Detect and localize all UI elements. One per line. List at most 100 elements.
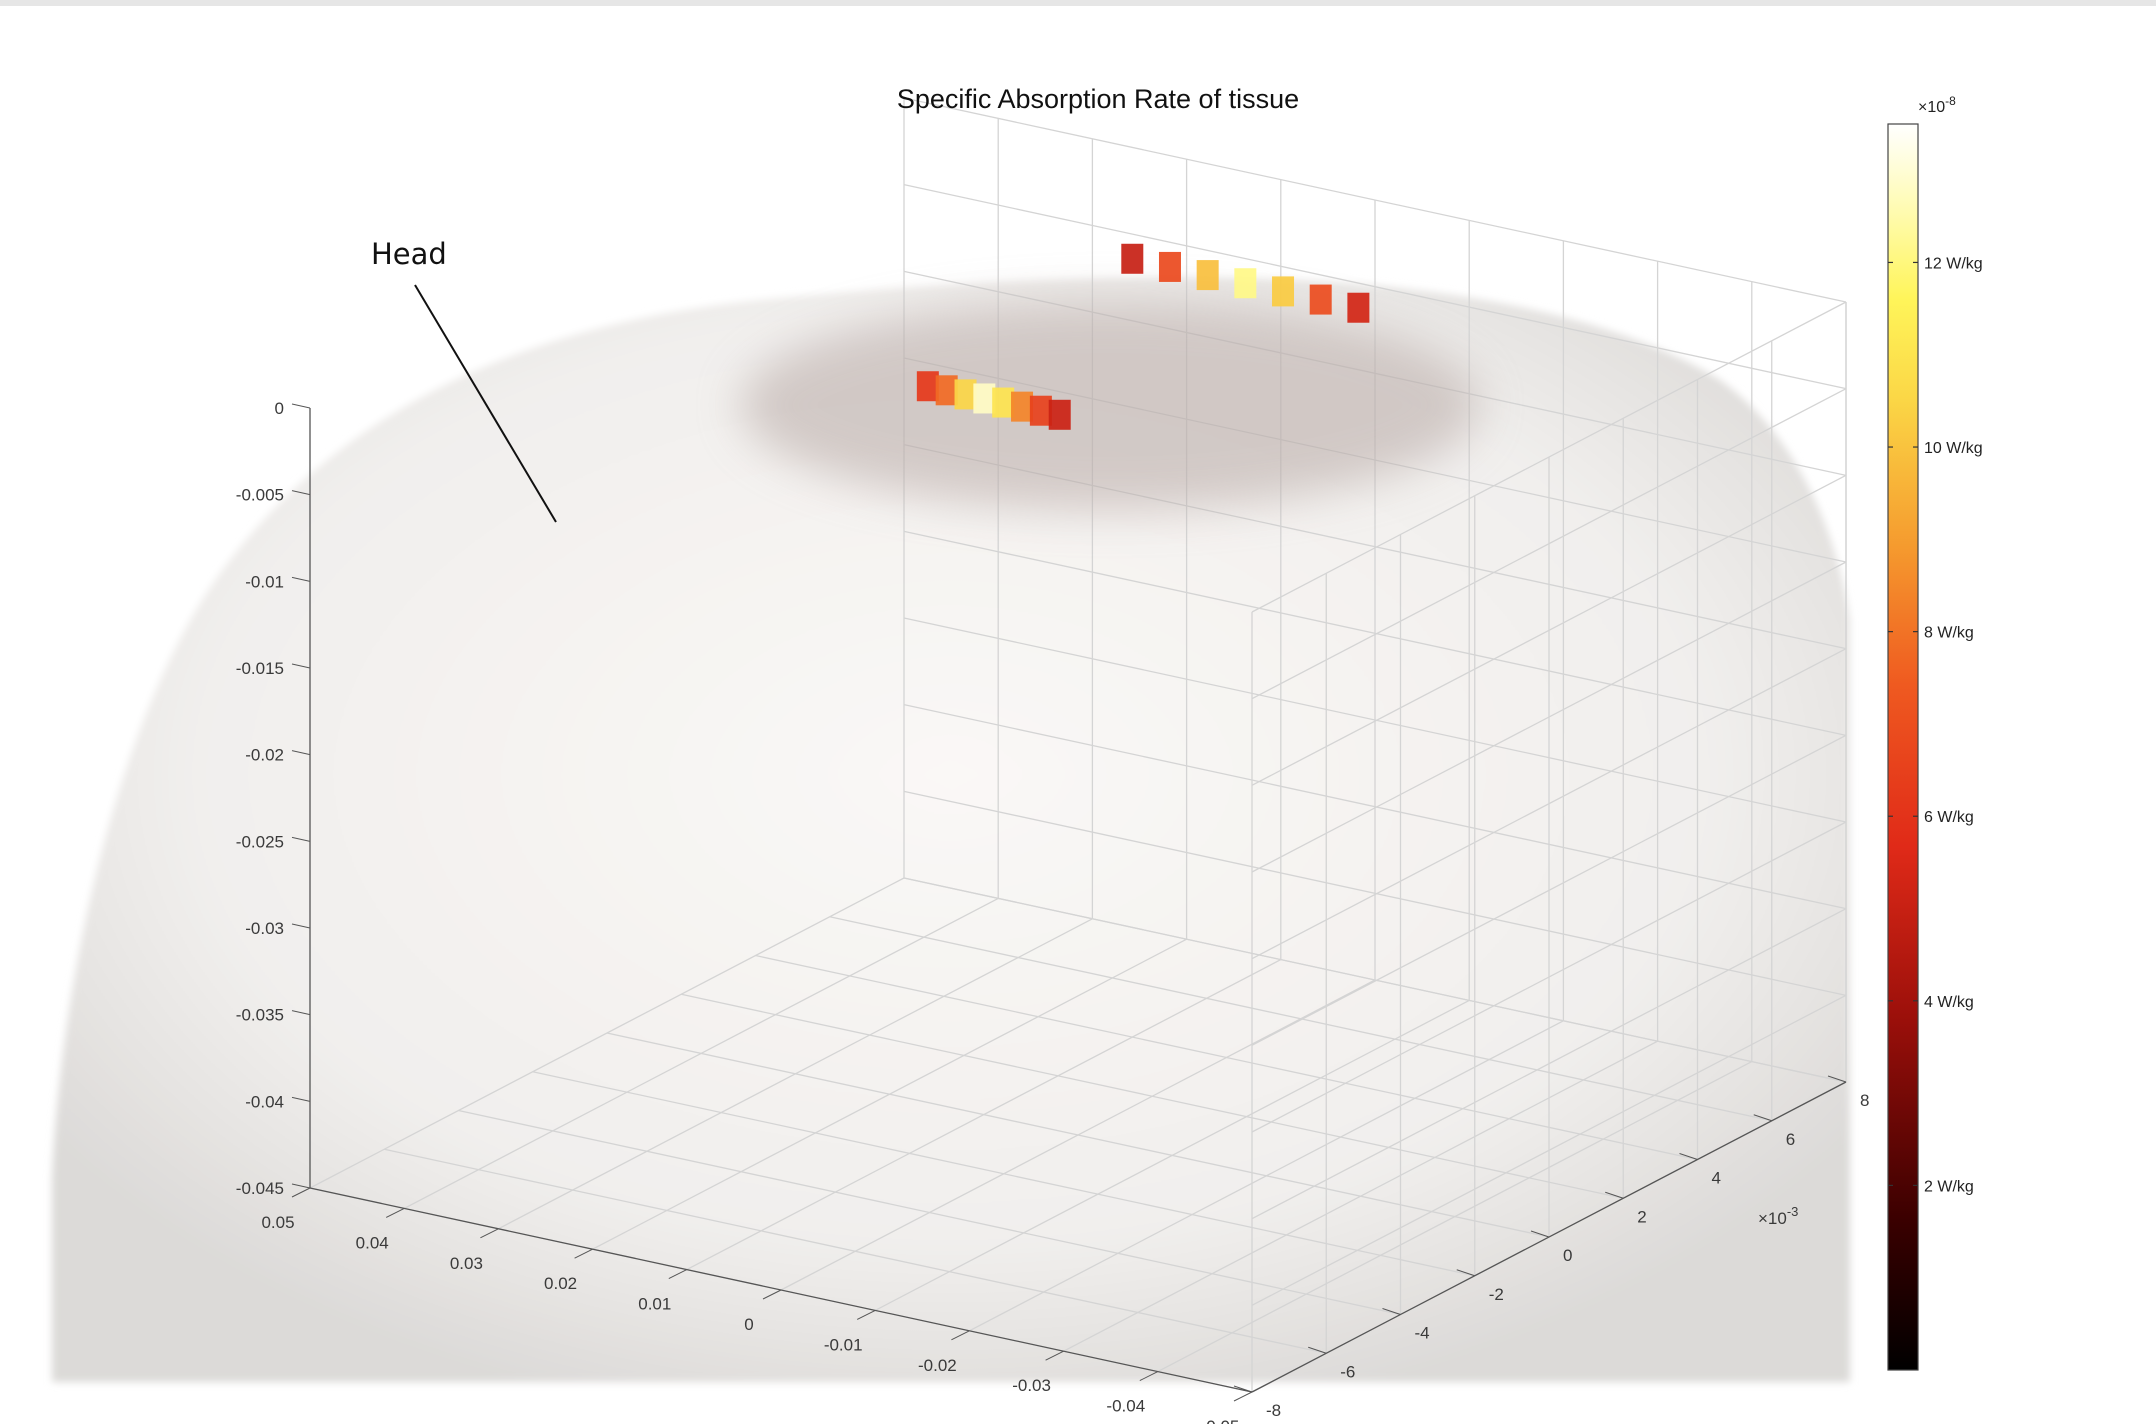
z-tick-mark <box>291 923 311 929</box>
z-tick-label: -0.04 <box>245 1092 284 1111</box>
z-tick-label: -0.025 <box>236 832 284 851</box>
x-tick-mark <box>385 1207 405 1218</box>
y-tick-label: 8 <box>1860 1091 1869 1110</box>
x-tick-label: -0.01 <box>824 1335 863 1354</box>
x-tick-label: 0.04 <box>356 1233 389 1252</box>
y-tick-mark <box>1679 1153 1698 1160</box>
sar-voxel <box>1309 284 1332 315</box>
x-tick-mark <box>574 1248 593 1259</box>
y-axis-ticks: 8 6 4 2 0 -2 -4 -6 -8 <box>1233 1075 1869 1420</box>
y-tick-mark <box>1753 1114 1772 1122</box>
colorbar-tick-label: 2 W/kg <box>1924 1178 1974 1195</box>
chart-title: Specific Absorption Rate of tissue <box>897 84 1299 114</box>
sar-voxel <box>973 383 996 414</box>
grid-line <box>903 617 1847 823</box>
sar-voxel <box>916 371 939 402</box>
y-tick-mark <box>1382 1308 1401 1315</box>
sar-voxel <box>1272 276 1295 307</box>
x-tick-mark <box>1045 1350 1064 1361</box>
grid-line <box>681 993 1624 1199</box>
y-tick-mark <box>1308 1346 1327 1354</box>
grid-line <box>829 916 1772 1122</box>
sar-voxel <box>935 375 958 406</box>
colorbar-tick-label: 12 W/kg <box>1924 255 1983 272</box>
grid-line <box>1251 561 1847 873</box>
y-tick-label: 2 <box>1637 1207 1646 1226</box>
x-tick-label: 0.05 <box>261 1213 294 1232</box>
x-tick-label: -0.05 <box>1201 1417 1240 1424</box>
x-tick-label: 0 <box>744 1315 753 1334</box>
grid-line <box>903 790 1847 996</box>
colorbar-tick-label: 8 W/kg <box>1924 625 1974 642</box>
grid-line <box>1251 648 1847 960</box>
y-tick-mark <box>1827 1075 1847 1083</box>
sar-voxel <box>992 387 1015 418</box>
y-axis-exponent: ×10-3 <box>1758 1204 1798 1228</box>
z-tick-label: -0.015 <box>236 659 284 678</box>
z-tick-mark <box>291 663 311 669</box>
grid-line <box>1251 994 1847 1306</box>
colorbar-multiplier: ×10-8 <box>1918 94 1956 116</box>
z-tick-label: -0.005 <box>236 486 284 505</box>
z-tick-label: -0.02 <box>245 746 284 765</box>
z-tick-label: 0 <box>275 399 284 418</box>
sar-voxel <box>1347 292 1370 323</box>
y-tick-label: -2 <box>1489 1285 1504 1304</box>
z-tick-mark <box>291 1010 311 1016</box>
y-tick-label: 6 <box>1786 1130 1795 1149</box>
sar-voxels <box>916 243 1370 430</box>
grid-line <box>903 530 1847 736</box>
grid-line <box>458 1109 1401 1316</box>
x-tick-label: 0.03 <box>450 1254 483 1273</box>
sar-voxel <box>1121 243 1144 274</box>
sar-haze <box>740 300 1480 510</box>
y-tick-mark <box>1605 1191 1624 1199</box>
y-tick-label: -4 <box>1415 1324 1430 1343</box>
y-tick-label: -8 <box>1266 1401 1281 1420</box>
annotation-head: Head <box>371 237 447 271</box>
y-tick-label: 0 <box>1563 1246 1572 1265</box>
z-tick-mark <box>291 1096 311 1102</box>
z-axis-ticks: 0 -0.005 -0.01 -0.015 -0.02 -0.025 -0.03 -0.035… <box>236 399 311 1198</box>
z-tick-label: -0.035 <box>236 1006 284 1025</box>
x-tick-mark <box>951 1330 970 1341</box>
window-top-edge <box>0 0 2156 6</box>
x-tick-mark <box>1233 1391 1253 1402</box>
z-tick-mark <box>291 576 311 582</box>
grid-line <box>1251 388 1847 700</box>
colorbar: ×10-8 12 W/kg 10 W/kg 8 W/kg 6 W/kg 4 W/kg 2 … <box>1887 94 1983 1371</box>
x-tick-mark <box>291 1187 311 1198</box>
x-tick-mark <box>856 1309 876 1320</box>
colorbar-ticks: 12 W/kg 10 W/kg 8 W/kg 6 W/kg 4 W/kg 2 W/kg <box>1888 255 1983 1195</box>
y-tick-label: -6 <box>1340 1362 1355 1381</box>
grid-line <box>1251 821 1847 1133</box>
x-tick-mark <box>668 1269 688 1280</box>
z-tick-mark <box>291 490 311 496</box>
grid-line <box>903 877 1847 1083</box>
y-tick-mark <box>1456 1269 1475 1277</box>
sar-voxel <box>954 379 977 410</box>
grid-line <box>1251 908 1847 1220</box>
y-tick-mark <box>1530 1230 1550 1238</box>
z-tick-mark <box>291 836 311 842</box>
x-tick-label: 0.02 <box>544 1274 577 1293</box>
x-tick-mark <box>1139 1371 1159 1382</box>
sar-voxel <box>1196 260 1219 291</box>
colorbar-tick-label: 4 W/kg <box>1924 994 1974 1011</box>
grid-line <box>1251 301 1847 613</box>
sar-voxel <box>1029 395 1052 426</box>
grid-line <box>755 954 1698 1161</box>
x-tick-mark <box>480 1228 499 1239</box>
grid-line <box>903 184 1847 390</box>
grid-line <box>384 1148 1327 1354</box>
y-tick-label: 4 <box>1712 1169 1721 1188</box>
colorbar-tick-label: 6 W/kg <box>1924 809 1974 826</box>
x-tick-label: 0.01 <box>638 1295 671 1314</box>
grid-line <box>606 1032 1550 1238</box>
z-tick-mark <box>291 750 311 756</box>
colorbar-gradient <box>1887 123 1919 1371</box>
grid-line <box>1251 734 1847 1046</box>
sar-voxel <box>1011 391 1034 422</box>
x-tick-label: -0.02 <box>918 1356 957 1375</box>
